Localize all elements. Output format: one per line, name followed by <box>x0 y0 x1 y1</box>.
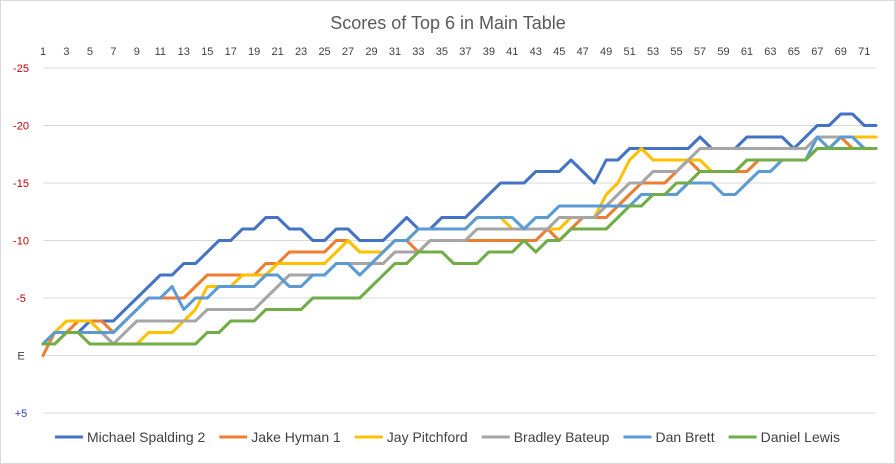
legend-label: Dan Brett <box>655 429 714 445</box>
x-tick-label: 53 <box>647 46 659 58</box>
x-tick-label: 61 <box>741 46 753 58</box>
legend-item: Bradley Bateup <box>481 429 610 445</box>
x-tick-label: 37 <box>459 46 471 58</box>
x-tick-label: 45 <box>553 46 565 58</box>
y-tick-label: -20 <box>13 121 29 133</box>
x-axis-tick-labels: 1 3 5 7 9 11 13 15 17 19 21 23 25 27 29 31 33 35 37 39 41 43 4… <box>40 46 870 58</box>
series-lines <box>41 112 878 357</box>
x-tick-label: 7 <box>110 46 116 58</box>
x-tick-label: 11 <box>155 46 166 58</box>
x-tick-label: 29 <box>365 46 377 58</box>
x-tick-label: 67 <box>811 46 823 58</box>
x-tick-label: 33 <box>412 46 424 58</box>
x-tick-label: 23 <box>295 46 307 58</box>
x-tick-label: 31 <box>389 46 401 58</box>
x-tick-label: 27 <box>342 46 354 58</box>
x-tick-label: 15 <box>201 46 213 58</box>
legend-label: Bradley Bateup <box>514 429 610 445</box>
legend-item: Dan Brett <box>623 429 715 445</box>
series-line-3 <box>41 135 878 346</box>
y-tick-label: -5 <box>16 293 26 305</box>
y-tick-label: -25 <box>13 63 29 75</box>
x-tick-label: 9 <box>134 46 140 58</box>
series-line-5 <box>41 147 878 346</box>
x-tick-label: 13 <box>178 46 190 58</box>
x-tick-label: 41 <box>506 46 518 58</box>
x-tick-label: 59 <box>717 46 729 58</box>
x-tick-label: 21 <box>272 46 284 58</box>
x-tick-label: 57 <box>694 46 706 58</box>
x-tick-label: 35 <box>436 46 448 58</box>
x-tick-label: 39 <box>483 46 495 58</box>
legend-label: Michael Spalding 2 <box>87 429 206 445</box>
chart-title: Scores of Top 6 in Main Table <box>330 13 565 33</box>
x-tick-label: 25 <box>318 46 330 58</box>
x-tick-label: 71 <box>858 46 870 58</box>
legend-item: Michael Spalding 2 <box>55 429 206 445</box>
y-tick-label: +5 <box>15 408 28 420</box>
legend-label: Daniel Lewis <box>761 429 840 445</box>
legend-item: Daniel Lewis <box>728 429 840 445</box>
series-line-4 <box>41 135 878 346</box>
y-tick-label: E <box>17 351 24 363</box>
x-tick-label: 17 <box>225 46 237 58</box>
legend-item: Jake Hyman 1 <box>219 429 341 445</box>
x-tick-label: 49 <box>600 46 612 58</box>
x-tick-label: 1 <box>40 46 46 58</box>
x-tick-label: 51 <box>623 46 635 58</box>
legend-item: Jay Pitchford <box>354 429 468 445</box>
x-tick-label: 69 <box>835 46 847 58</box>
x-tick-label: 43 <box>530 46 542 58</box>
legend: Michael Spalding 2 Jake Hyman 1 Jay Pitchf… <box>55 429 840 445</box>
x-tick-label: 47 <box>577 46 589 58</box>
x-tick-label: 3 <box>63 46 69 58</box>
x-tick-label: 65 <box>788 46 800 58</box>
y-tick-label: -15 <box>13 178 29 190</box>
x-tick-label: 19 <box>248 46 260 58</box>
x-tick-label: 5 <box>87 46 93 58</box>
x-tick-label: 63 <box>764 46 776 58</box>
y-tick-label: -10 <box>13 236 29 248</box>
legend-label: Jay Pitchford <box>387 429 468 445</box>
x-tick-label: 55 <box>670 46 682 58</box>
series-line-0 <box>41 112 878 346</box>
legend-label: Jake Hyman 1 <box>251 429 341 445</box>
y-axis-tick-labels: -25 -20 -15 -10 -5 E +5 <box>13 63 29 420</box>
series-line-1 <box>41 135 878 357</box>
